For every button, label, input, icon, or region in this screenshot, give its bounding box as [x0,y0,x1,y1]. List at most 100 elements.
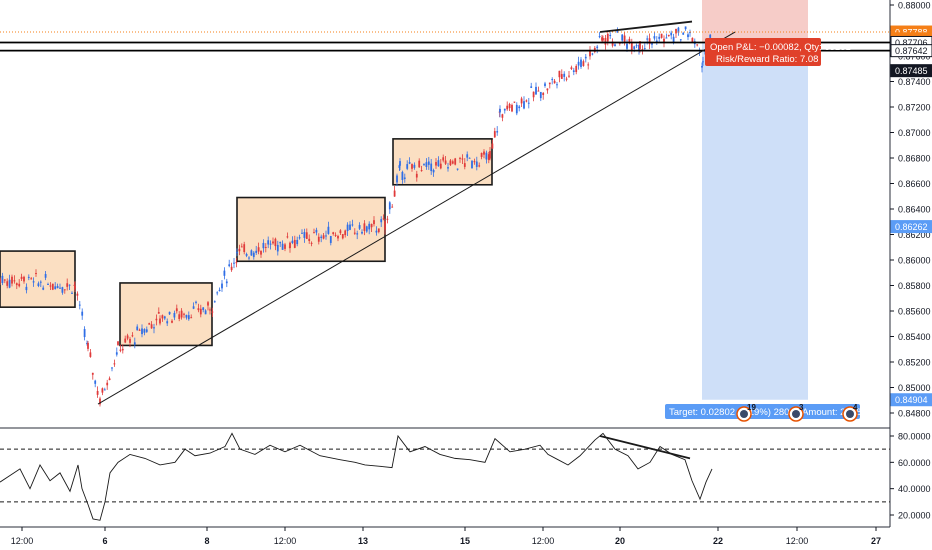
price-axis[interactable]: 0.880000.878000.876000.874000.872000.870… [890,1,932,419]
candle-body [691,37,694,43]
candle-body [42,287,45,290]
candle-body [386,218,389,220]
candle-body [341,234,344,239]
candle-body [684,26,687,30]
candle-body [537,90,540,92]
profit-target-zone [702,42,808,400]
candle-body [401,171,404,180]
time-tick-label: 6 [102,536,107,546]
candle-body [39,281,42,283]
candle-body [577,61,580,66]
candle-body [508,104,511,109]
candle-body [425,162,428,167]
candle-body [175,308,178,312]
candle-body [478,165,481,167]
candle-body [327,226,330,234]
candle-body [281,243,284,250]
candle-body [289,242,291,248]
candle-body [682,32,685,35]
candle-body [163,316,166,319]
candle-body [337,235,339,239]
candle-body [240,246,243,248]
time-tick-label: 12:00 [274,536,297,546]
candle-body [558,70,561,78]
candle-body [553,80,556,84]
time-axis[interactable]: 12:00 6 8 12:00 13 15 12:00 20 22 12:00 27 [11,527,881,546]
candle-body [563,73,566,77]
event-marker-3[interactable]: 4 [842,403,858,422]
candle-body [44,274,47,278]
candle-body [27,276,30,278]
candle-body [301,232,303,234]
candle-body [233,262,235,264]
candle-body [451,161,454,164]
candle-body [658,36,661,39]
candle-body [49,285,52,287]
candle-body [202,307,205,311]
candle-body [535,86,537,95]
oscillator-pane[interactable] [0,432,890,521]
candle-body [466,154,469,158]
candle-body [646,38,649,40]
candle-body [444,160,447,164]
candle-body [101,388,104,393]
candle-body [655,40,658,43]
candle-body [568,75,570,77]
price-tick-label: 0.86800 [898,154,931,164]
candle-body [365,226,368,232]
candle-body [380,219,383,223]
event-marker-2[interactable]: 3 [788,403,804,422]
candle-body [370,224,373,228]
candle-body [377,228,380,233]
price-tag-label: 0.87706 [895,38,928,48]
price-tag-label: 0.86262 [895,222,928,232]
candle-body [157,312,160,314]
candle-body [609,34,612,36]
oscillator-axis[interactable]: 80.0000 60.0000 40.0000 20.0000 [890,432,931,521]
candle-body [173,312,176,318]
candle-body [413,164,416,168]
candle-body [598,36,601,38]
candle-body [192,306,195,309]
candle-body [403,177,406,179]
time-tick-label: 20 [615,536,625,546]
event-marker-1[interactable]: 19 [736,403,756,422]
candle-body [320,236,323,238]
candle-body [587,64,590,66]
candle-body [353,232,356,234]
candle-body [148,323,151,325]
candle-body [131,335,134,337]
time-tick-label: 22 [713,536,723,546]
candle-body [601,37,603,41]
candle-body [542,92,545,95]
candle-body [185,314,188,318]
candle-body [325,235,327,237]
candle-body [73,284,76,286]
candle-body [334,234,337,236]
event-flag-icon [792,410,800,418]
candle-body [483,151,485,155]
candle-body [339,230,342,234]
candle-body [111,367,113,369]
candle-body [349,224,351,230]
candle-body [475,161,478,167]
candle-body [548,82,551,85]
candle-body [166,321,169,324]
candle-body [126,335,129,339]
time-tick-label: 13 [358,536,368,546]
candle-body [572,70,575,72]
price-tag-box [890,44,932,58]
candle-body [63,289,66,291]
price-tag-box [890,393,932,407]
event-marker-count: 3 [799,403,804,412]
candle-body [628,38,631,43]
event-flag-icon [740,410,748,418]
price-tick-label: 0.87400 [898,77,931,87]
candle-body [399,161,401,166]
candle-body [276,244,279,252]
price-tick-label: 0.87000 [898,128,931,138]
candle-body [119,349,122,351]
candle-body [308,238,311,241]
